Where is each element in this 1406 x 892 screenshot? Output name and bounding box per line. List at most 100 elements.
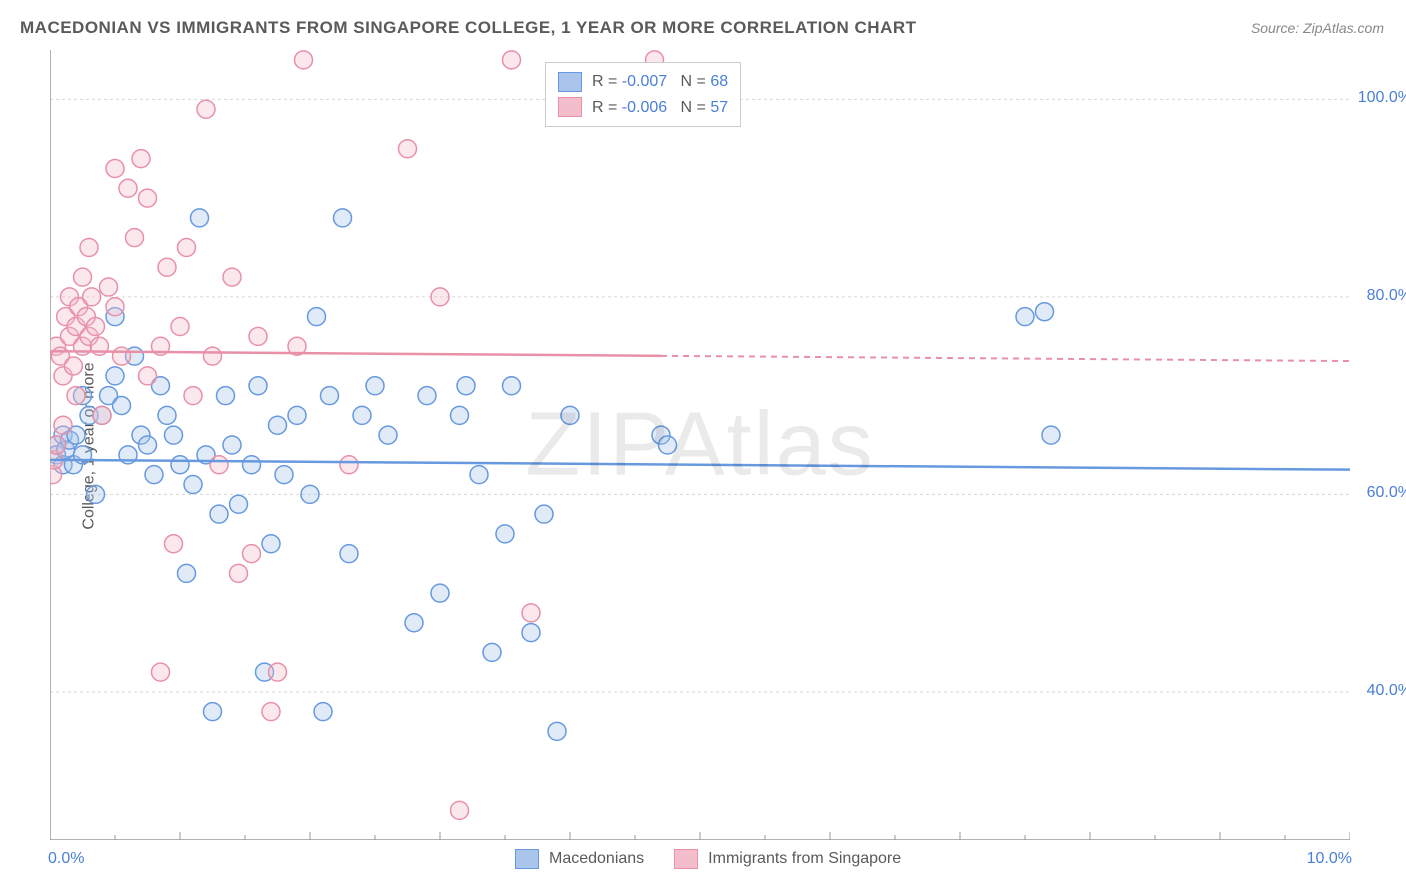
data-point [269, 663, 287, 681]
data-point [191, 209, 209, 227]
data-point [295, 51, 313, 69]
legend-stats: R = -0.006 N = 57 [592, 95, 728, 121]
data-point [119, 179, 137, 197]
data-point [64, 357, 82, 375]
data-point [223, 436, 241, 454]
data-point [522, 624, 540, 642]
legend-swatch [558, 97, 582, 117]
legend-label: Macedonians [549, 846, 644, 872]
data-point [106, 367, 124, 385]
data-point [204, 347, 222, 365]
data-point [87, 318, 105, 336]
y-tick-label: 40.0% [1367, 682, 1406, 700]
data-point [106, 298, 124, 316]
data-point [659, 436, 677, 454]
data-point [1036, 303, 1054, 321]
legend-stats: R = -0.007 N = 68 [592, 69, 728, 95]
data-point [87, 485, 105, 503]
data-point [399, 140, 417, 158]
data-point [470, 466, 488, 484]
data-point [431, 584, 449, 602]
data-point [67, 387, 85, 405]
data-point [503, 377, 521, 395]
data-point [451, 801, 469, 819]
source-attribution: Source: ZipAtlas.com [1251, 20, 1384, 36]
data-point [165, 426, 183, 444]
legend-label: Immigrants from Singapore [708, 846, 901, 872]
data-point [178, 564, 196, 582]
data-point [561, 406, 579, 424]
data-point [158, 406, 176, 424]
data-point [139, 189, 157, 207]
data-point [217, 387, 235, 405]
data-point [230, 564, 248, 582]
data-point [321, 387, 339, 405]
legend-swatch [674, 849, 698, 869]
data-point [535, 505, 553, 523]
data-point [262, 703, 280, 721]
x-tick-label: 10.0% [1307, 850, 1352, 868]
data-point [431, 288, 449, 306]
data-point [496, 525, 514, 543]
data-point [230, 495, 248, 513]
data-point [178, 239, 196, 257]
data-point [308, 308, 326, 326]
data-point [451, 406, 469, 424]
data-point [145, 466, 163, 484]
data-point [158, 258, 176, 276]
data-point [340, 456, 358, 474]
data-point [262, 535, 280, 553]
data-point [418, 387, 436, 405]
data-point [132, 150, 150, 168]
data-point [249, 327, 267, 345]
data-point [50, 436, 66, 454]
data-point [93, 406, 111, 424]
data-point [113, 397, 131, 415]
data-point [223, 268, 241, 286]
data-point [301, 485, 319, 503]
y-tick-label: 80.0% [1367, 287, 1406, 305]
data-point [457, 377, 475, 395]
data-point [405, 614, 423, 632]
y-tick-label: 100.0% [1358, 89, 1406, 107]
data-point [1042, 426, 1060, 444]
data-point [113, 347, 131, 365]
legend-swatch [558, 72, 582, 92]
data-point [54, 416, 72, 434]
legend-row: R = -0.006 N = 57 [558, 95, 728, 121]
series-legend: Macedonians Immigrants from Singapore [515, 846, 901, 872]
data-point [548, 722, 566, 740]
x-tick-label: 0.0% [48, 850, 84, 868]
data-point [269, 416, 287, 434]
data-point [340, 545, 358, 563]
scatter-chart [50, 50, 1350, 840]
legend-row: R = -0.007 N = 68 [558, 69, 728, 95]
data-point [353, 406, 371, 424]
data-point [249, 377, 267, 395]
data-point [152, 663, 170, 681]
data-point [106, 160, 124, 178]
data-point [171, 456, 189, 474]
data-point [204, 703, 222, 721]
data-point [1016, 308, 1034, 326]
data-point [210, 505, 228, 523]
chart-title: MACEDONIAN VS IMMIGRANTS FROM SINGAPORE … [20, 18, 917, 38]
data-point [171, 318, 189, 336]
data-point [483, 643, 501, 661]
data-point [165, 535, 183, 553]
data-point [288, 406, 306, 424]
data-point [139, 367, 157, 385]
data-point [503, 51, 521, 69]
data-point [314, 703, 332, 721]
data-point [100, 278, 118, 296]
data-point [184, 476, 202, 494]
plot-area: ZIPAtlas R = -0.007 N = 68R = -0.006 N =… [50, 50, 1350, 840]
legend-item: Immigrants from Singapore [674, 846, 901, 872]
data-point [275, 466, 293, 484]
data-point [379, 426, 397, 444]
data-point [522, 604, 540, 622]
legend-item: Macedonians [515, 846, 644, 872]
data-point [184, 387, 202, 405]
trend-line-extrapolated [661, 356, 1350, 361]
data-point [139, 436, 157, 454]
